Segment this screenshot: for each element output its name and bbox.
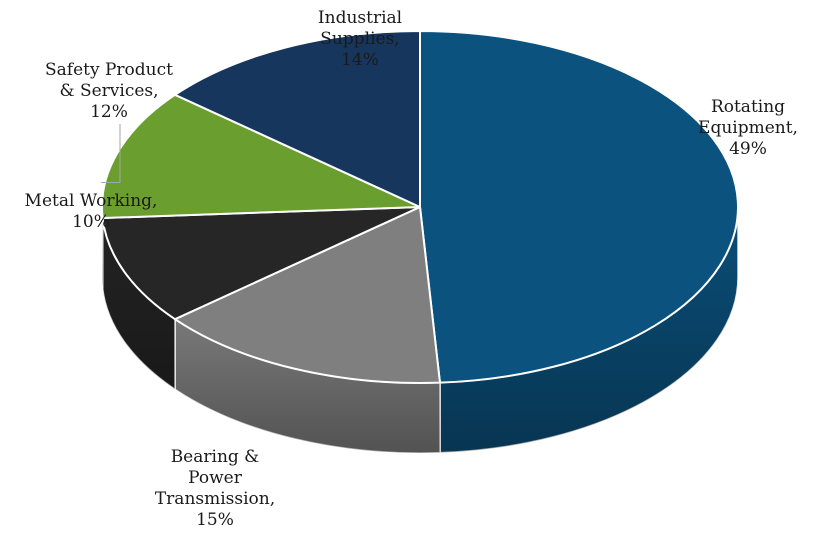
label-line: Power xyxy=(188,468,242,488)
pie-slice-metal-working xyxy=(101,206,421,321)
label-safety-product-services: Safety Product & Services, 12% xyxy=(34,60,184,123)
pie-tops xyxy=(101,30,739,384)
leader-line-safety xyxy=(100,124,121,183)
label-line: Metal Working, xyxy=(24,191,158,211)
label-industrial-supplies: Industrial Supplies, 14% xyxy=(300,8,420,71)
label-line: Equipment, xyxy=(698,118,798,138)
label-line: Transmission, xyxy=(154,489,276,509)
label-metal-working: Metal Working, 10% xyxy=(16,191,166,233)
pie-slice-bearing-power-transmission xyxy=(173,206,441,384)
pie-slice-rotating-equipment xyxy=(419,30,739,384)
label-line: 15% xyxy=(196,510,234,530)
label-line: Rotating xyxy=(710,97,786,117)
label-line: Supplies, xyxy=(320,29,400,49)
leader-lines xyxy=(100,124,121,183)
label-line: Bearing & xyxy=(170,447,260,467)
label-line: 14% xyxy=(341,50,379,70)
label-line: 12% xyxy=(90,102,128,122)
label-line: & Services, xyxy=(59,81,159,101)
label-line: Safety Product xyxy=(45,60,173,80)
pie-slice-industrial-supplies xyxy=(173,30,421,208)
label-line: 49% xyxy=(729,139,767,159)
label-bearing-power-transmission: Bearing & Power Transmission, 15% xyxy=(140,447,290,531)
label-rotating-equipment: Rotating Equipment, 49% xyxy=(693,97,803,160)
label-line: 10% xyxy=(72,212,110,232)
label-line: Industrial xyxy=(317,8,403,28)
pie-slice-safety-product-services xyxy=(101,93,421,220)
